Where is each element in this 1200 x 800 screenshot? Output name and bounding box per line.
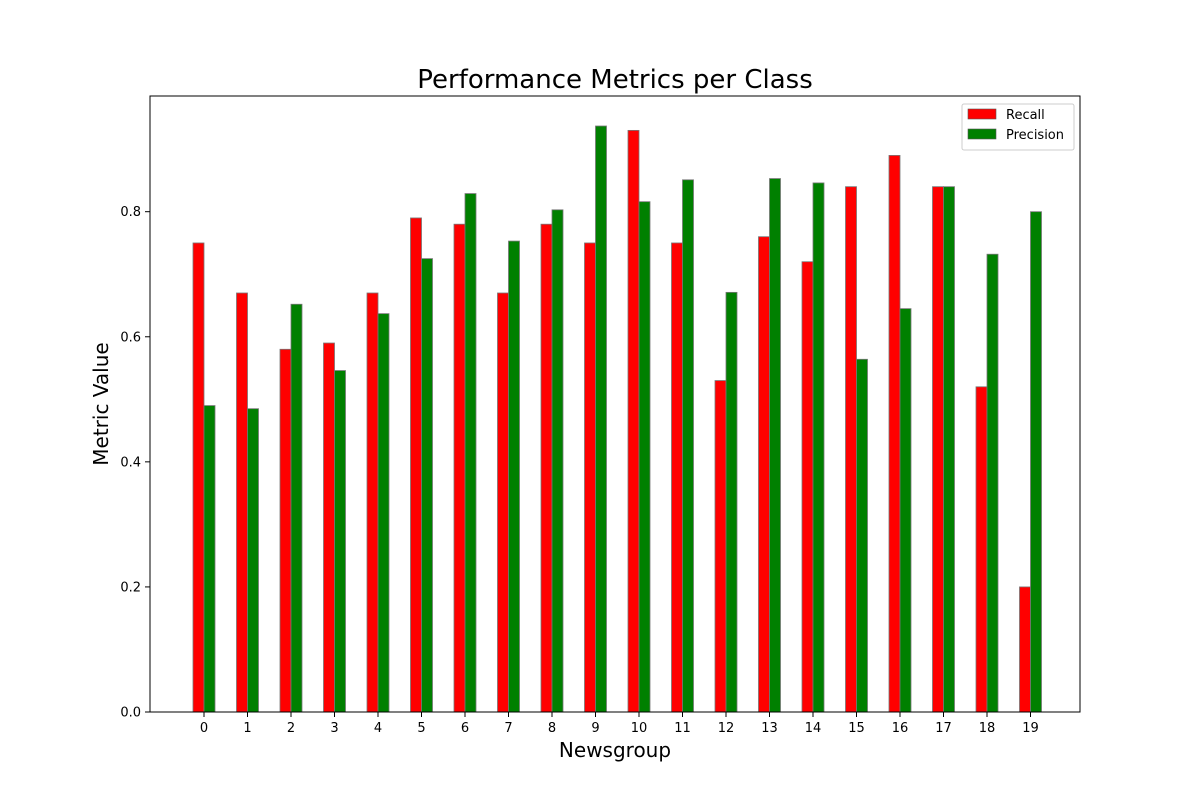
bar-precision-14 [812, 182, 825, 713]
bar-precision-1 [247, 408, 259, 713]
bar-recall-3 [323, 342, 335, 713]
bar-precision-3 [334, 370, 346, 713]
bar-recall-13 [758, 236, 770, 713]
bar-recall-5 [410, 217, 422, 713]
chart-title: Performance Metrics per Class [417, 65, 813, 95]
bar-recall-10 [627, 129, 640, 713]
bar-recall-16 [888, 155, 901, 713]
y-axis-ticks: 0.0 0.2 0.4 0.6 0.8 [120, 205, 150, 721]
x-tick-label: 16 [892, 721, 909, 736]
x-tick-label: 6 [461, 721, 469, 736]
bar-recall-4 [366, 292, 379, 713]
bar-recall-18 [975, 386, 988, 713]
bar-recall-0 [192, 242, 205, 713]
legend: Recall Precision [961, 103, 1075, 151]
bar-precision-0 [203, 405, 216, 713]
x-axis-label: Newsgroup [559, 738, 671, 762]
legend-label-recall: Recall [1006, 108, 1045, 123]
x-tick-label: 14 [805, 721, 822, 736]
bar-recall-12 [714, 380, 727, 713]
bar-recall-1 [236, 292, 248, 713]
x-tick-label: 1 [243, 721, 251, 736]
bars-group [192, 125, 1042, 713]
bar-recall-2 [279, 348, 292, 713]
bar-recall-11 [671, 242, 683, 713]
bar-precision-2 [290, 303, 303, 713]
bar-precision-15 [856, 358, 868, 713]
legend-swatch-recall [967, 108, 997, 120]
x-tick-label: 5 [417, 721, 425, 736]
y-tick-label: 0.2 [120, 580, 141, 595]
bar-recall-6 [453, 223, 466, 713]
x-tick-label: 4 [374, 721, 382, 736]
x-tick-label: 11 [674, 721, 691, 736]
legend-label-precision: Precision [1006, 128, 1064, 143]
y-tick-label: 0.4 [120, 455, 141, 470]
x-tick-label: 0 [200, 721, 208, 736]
bar-recall-19 [1019, 586, 1031, 713]
bar-recall-15 [845, 186, 857, 713]
bar-precision-13 [769, 178, 781, 713]
legend-swatch-precision [967, 128, 997, 140]
bar-recall-8 [540, 223, 553, 713]
x-tick-label: 15 [848, 721, 865, 736]
bar-precision-18 [986, 253, 999, 713]
bar-recall-7 [497, 292, 509, 713]
bar-precision-17 [943, 186, 955, 713]
bar-precision-4 [377, 313, 390, 713]
bar-recall-9 [584, 242, 596, 713]
bar-precision-5 [421, 258, 433, 713]
bar-precision-11 [682, 179, 694, 713]
x-tick-label: 8 [548, 721, 556, 736]
y-axis-label: Metric Value [89, 342, 113, 465]
x-tick-label: 3 [330, 721, 338, 736]
x-tick-label: 19 [1022, 721, 1039, 736]
x-tick-label: 10 [631, 721, 648, 736]
bar-precision-16 [899, 308, 912, 713]
x-tick-label: 17 [935, 721, 952, 736]
x-tick-label: 18 [979, 721, 996, 736]
bar-precision-10 [638, 201, 651, 713]
y-tick-label: 0.0 [120, 706, 141, 721]
bar-precision-7 [508, 240, 520, 713]
y-tick-label: 0.8 [120, 205, 141, 220]
bar-precision-6 [464, 193, 477, 713]
y-tick-label: 0.6 [120, 330, 141, 345]
bar-precision-8 [551, 209, 564, 713]
x-tick-label: 9 [591, 721, 599, 736]
bar-precision-19 [1030, 211, 1042, 713]
x-tick-label: 13 [761, 721, 778, 736]
bar-precision-9 [595, 125, 607, 713]
bar-precision-12 [725, 291, 738, 713]
plot-frame [149, 95, 1081, 713]
x-tick-label: 12 [718, 721, 735, 736]
bar-recall-17 [932, 186, 944, 713]
x-tick-label: 7 [504, 721, 512, 736]
x-tick-label: 2 [287, 721, 295, 736]
bar-recall-14 [801, 261, 814, 713]
x-axis-ticks: 0 1 2 3 4 5 6 7 8 9 10 11 12 13 14 15 16 17 18 19 [200, 712, 1039, 736]
